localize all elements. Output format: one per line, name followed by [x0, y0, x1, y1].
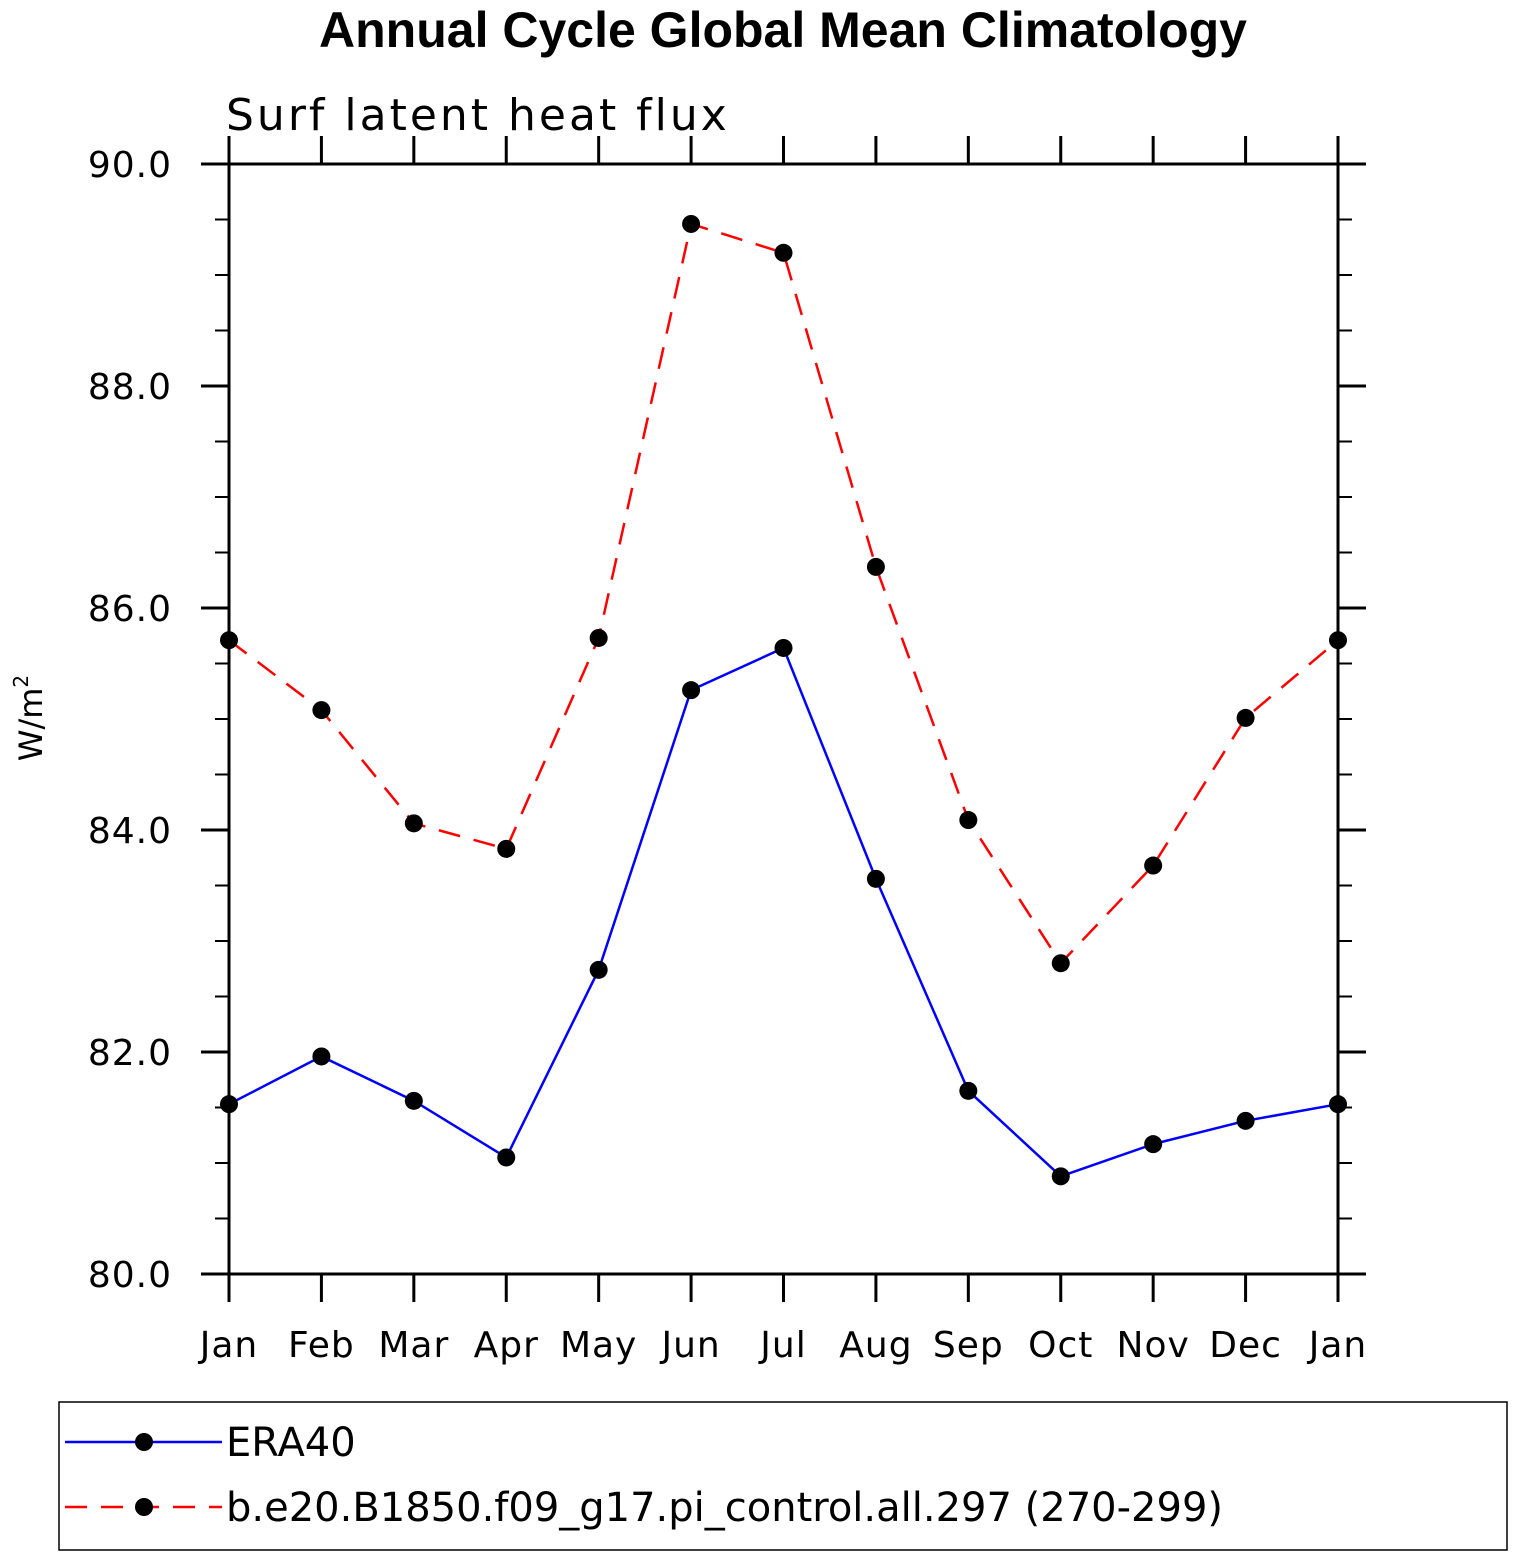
series-marker	[589, 628, 608, 647]
y-tick-label: 80.0	[88, 1255, 172, 1296]
y-tick-label: 90.0	[88, 145, 172, 186]
series-marker	[959, 811, 978, 830]
series-marker	[866, 557, 885, 576]
x-tick-label: Jan	[1307, 1325, 1368, 1366]
x-tick-label: Apr	[474, 1325, 539, 1366]
y-tick-label: 82.0	[88, 1033, 172, 1074]
series-marker	[312, 701, 331, 720]
legend-entry: ERA40	[65, 1420, 356, 1466]
series-marker	[404, 1091, 423, 1110]
x-tick-label: Feb	[288, 1325, 355, 1366]
legend: ERA40 b.e20.B1850.f09_g17.pi_control.all.…	[58, 1401, 1508, 1551]
x-tick-label: Jan	[198, 1325, 259, 1366]
x-tick-label: Oct	[1028, 1325, 1093, 1366]
series-marker	[1329, 1095, 1347, 1114]
series-marker	[589, 960, 608, 979]
series-marker	[682, 681, 701, 700]
x-tick-label: Jul	[758, 1325, 806, 1366]
plot-frame	[227, 162, 1340, 1276]
series-marker	[497, 839, 516, 858]
series-marker	[682, 214, 701, 233]
y-axis-label-superscript: 2	[9, 675, 33, 688]
y-tick-label: 84.0	[88, 811, 172, 852]
series-2	[220, 214, 1347, 973]
series-marker	[1051, 1167, 1070, 1186]
chart-subtitle: Surf latent heat flux	[226, 90, 730, 141]
legend-label: ERA40	[226, 1420, 356, 1466]
legend-marker-swatch	[135, 1433, 153, 1451]
series-marker	[220, 1095, 238, 1114]
series-marker	[220, 631, 238, 650]
legend-label: b.e20.B1850.f09_g17.pi_control.all.297 (…	[226, 1485, 1223, 1531]
x-tick-label: Jun	[659, 1325, 720, 1366]
x-tick-label: Sep	[933, 1325, 1004, 1366]
y-axis-label: W/m2	[9, 675, 50, 761]
legend-entry: b.e20.B1850.f09_g17.pi_control.all.297 (…	[65, 1485, 1223, 1531]
series-marker	[866, 869, 885, 888]
series-marker	[1144, 856, 1163, 875]
series-marker	[312, 1047, 331, 1066]
series-marker	[774, 638, 793, 657]
x-tick-label: Nov	[1117, 1325, 1190, 1366]
series-marker	[1329, 631, 1347, 650]
series-line	[228, 222, 1339, 966]
series-marker	[1144, 1135, 1163, 1154]
series-layer	[220, 214, 1347, 1186]
svg-text:W/m2: W/m2	[9, 675, 50, 761]
y-tick-label: 86.0	[88, 589, 172, 630]
y-axis-label-text: W/m	[12, 688, 50, 762]
legend-marker-swatch	[135, 1498, 153, 1516]
y-tick-label: 88.0	[88, 367, 172, 408]
x-tick-label: May	[560, 1325, 637, 1366]
series-marker	[1051, 954, 1070, 973]
series-line	[228, 646, 1339, 1178]
series-marker	[497, 1148, 516, 1167]
series-marker	[959, 1081, 978, 1100]
series-marker	[1236, 1111, 1255, 1130]
series-1	[220, 638, 1347, 1186]
axes: 80.0 82.0 84.0 86.0 88.0 90.0 Jan Feb Mar Apr May J…	[88, 136, 1368, 1366]
series-marker	[404, 814, 423, 833]
x-tick-label: Mar	[378, 1325, 449, 1366]
x-tick-label: Aug	[839, 1325, 912, 1366]
legend-box	[58, 1401, 1508, 1551]
series-marker	[1236, 708, 1255, 727]
series-marker	[774, 243, 793, 262]
x-tick-label: Dec	[1209, 1325, 1282, 1366]
chart-title: Annual Cycle Global Mean Climatology	[319, 2, 1247, 58]
